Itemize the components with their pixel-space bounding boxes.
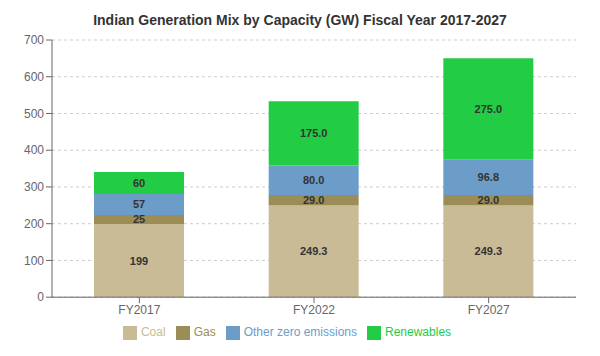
svg-text:60: 60	[133, 177, 145, 189]
html-text:Other zero emissions: Other zero emissions	[243, 325, 357, 340]
svg-text:175.0: 175.0	[300, 127, 328, 139]
svg-text:29.0: 29.0	[478, 194, 499, 206]
svg-text:0: 0	[37, 290, 44, 304]
svg-text:FY2022: FY2022	[293, 303, 335, 317]
svg-text:500: 500	[24, 107, 44, 121]
svg-text:25: 25	[133, 213, 145, 225]
svg-text:249.3: 249.3	[475, 245, 503, 257]
html-text:Indian Generation Mix by Capac: Indian Generation Mix by Capacity (GW) F…	[93, 12, 507, 28]
svg-text:600: 600	[24, 70, 44, 84]
svg-text:199: 199	[130, 255, 148, 267]
svg-text:100: 100	[24, 254, 44, 268]
svg-text:300: 300	[24, 180, 44, 194]
html-text:Coal: Coal	[140, 325, 166, 340]
svg-text:249.3: 249.3	[300, 245, 328, 257]
html-text:Renewables: Renewables	[385, 325, 452, 340]
svg-text:57: 57	[133, 198, 145, 210]
svg-text:700: 700	[24, 33, 44, 47]
svg-text:80.0: 80.0	[303, 174, 324, 186]
svg-text:400: 400	[24, 143, 44, 157]
svg-text:200: 200	[24, 217, 44, 231]
svg-text:96.8: 96.8	[478, 171, 499, 183]
svg-text:FY2027: FY2027	[468, 303, 510, 317]
html-text:Gas: Gas	[193, 325, 216, 340]
svg-text:29.0: 29.0	[303, 194, 324, 206]
svg-text:FY2017: FY2017	[118, 303, 160, 317]
svg-text:275.0: 275.0	[475, 103, 503, 115]
